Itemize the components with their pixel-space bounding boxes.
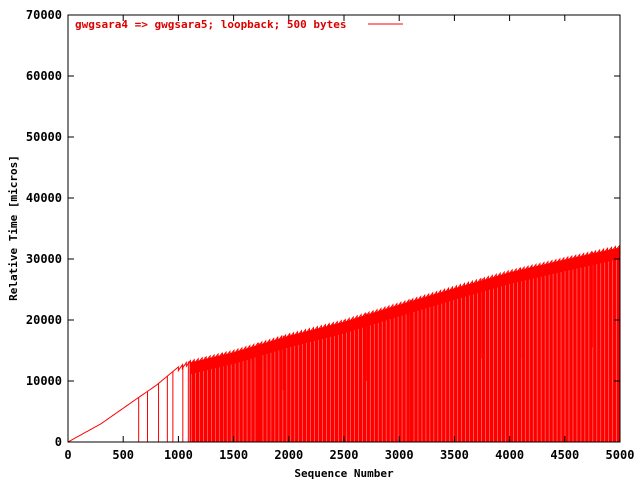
x-tick-label: 1000 (164, 448, 193, 462)
series-layer (67, 244, 621, 443)
x-tick-label: 500 (112, 448, 134, 462)
legend: gwgsara4 => gwgsara5; loopback; 500 byte… (75, 18, 403, 31)
y-tick-label: 40000 (26, 191, 62, 205)
y-tick-label: 70000 (26, 8, 62, 22)
x-tick-label: 4500 (550, 448, 579, 462)
series-fill-band (189, 247, 620, 442)
x-tick-label: 1500 (219, 448, 248, 462)
y-tick-label: 10000 (26, 374, 62, 388)
x-tick-label: 2500 (330, 448, 359, 462)
x-axis: 0 500 1000 1500 2000 2500 3000 3500 4000 4500 5000 (64, 15, 634, 462)
x-tick-label: 5000 (606, 448, 635, 462)
x-tick-label: 0 (64, 448, 71, 462)
y-tick-label: 0 (55, 435, 62, 449)
y-axis-title: Relative Time [micros] (7, 155, 20, 301)
y-tick-label: 20000 (26, 313, 62, 327)
x-tick-label: 2000 (274, 448, 303, 462)
legend-entry-label: gwgsara4 => gwgsara5; loopback; 500 byte… (75, 18, 347, 31)
y-tick-label: 30000 (26, 252, 62, 266)
y-tick-label: 50000 (26, 130, 62, 144)
x-axis-title: Sequence Number (294, 467, 394, 480)
x-tick-label: 3500 (440, 448, 469, 462)
y-tick-label: 60000 (26, 69, 62, 83)
x-tick-label: 4000 (495, 448, 524, 462)
x-tick-label: 3000 (385, 448, 414, 462)
y-axis: 0 10000 20000 30000 40000 50000 60000 70000 (26, 8, 620, 449)
